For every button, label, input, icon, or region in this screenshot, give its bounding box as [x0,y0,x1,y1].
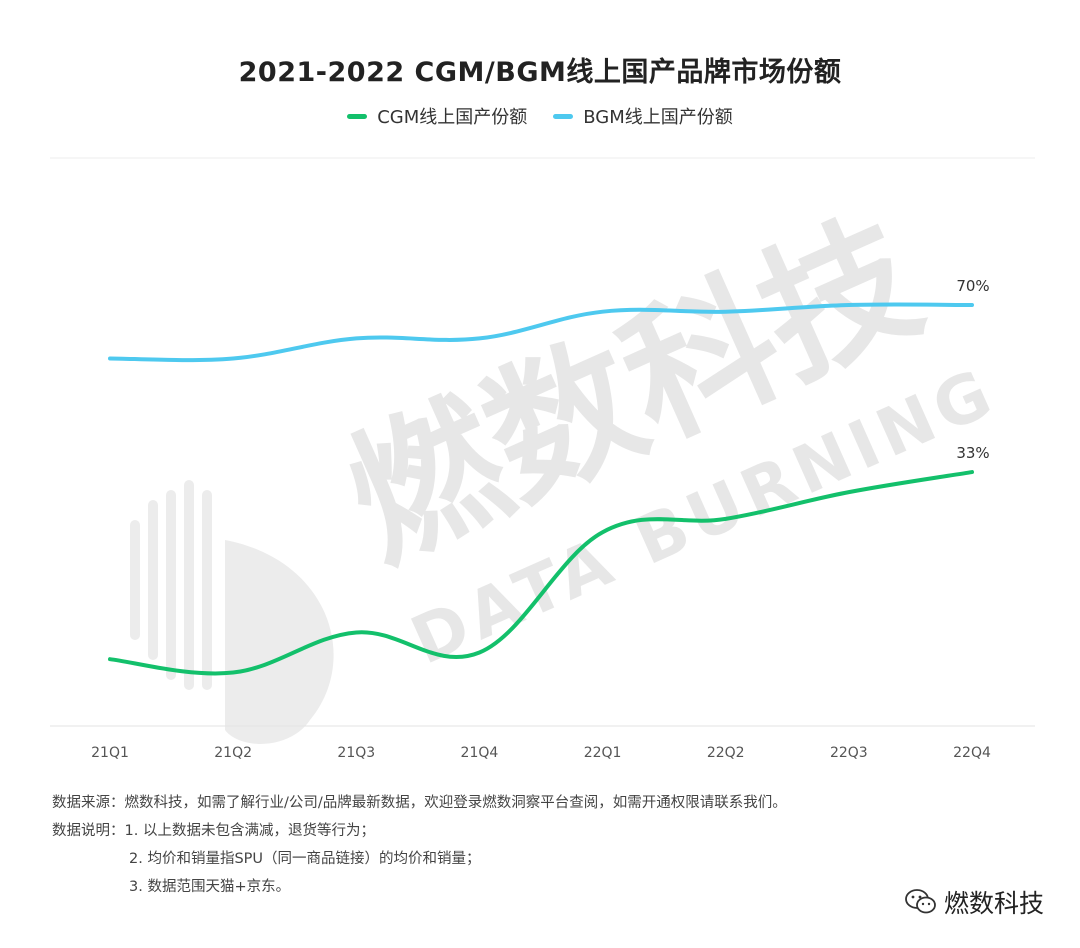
source-note: 数据来源：燃数科技，如需了解行业/公司/品牌最新数据，欢迎登录燃数洞察平台查阅，… [52,795,787,811]
explain-note-1: 数据说明：1. 以上数据未包含满减，退货等行为； [52,824,787,852]
series-line-cgm [108,470,974,676]
legend-swatch-bgm [553,113,574,119]
explain-item-2: 2. 均价和销量指SPU（同一商品链接）的均价和销量； [129,851,481,867]
legend-item-cgm: CGM线上国产份额 [347,103,527,129]
explain-label: 数据说明： [52,823,125,839]
end-label-bgm: 70% [956,277,989,295]
x-tick-22Q1: 22Q1 [584,745,622,761]
x-tick-22Q2: 22Q2 [707,745,745,761]
footnotes: 数据来源：燃数科技，如需了解行业/公司/品牌最新数据，欢迎登录燃数洞察平台查阅，… [52,796,787,908]
series-layer [108,302,974,676]
x-tick-21Q1: 21Q1 [91,745,129,761]
x-tick-22Q3: 22Q3 [830,745,868,761]
chart-title: 2021-2022 CGM/BGM线上国产品牌市场份额 [238,57,842,88]
legend-label-cgm: CGM线上国产份额 [377,107,528,128]
legend-label-bgm: BGM线上国产份额 [583,107,733,128]
wechat-icon [905,889,936,914]
brand-mark: 燃数科技 [904,884,1044,920]
x-tick-21Q3: 21Q3 [337,745,375,761]
legend: CGM线上国产份额 BGM线上国产份额 [0,103,1080,129]
x-tick-labels: 21Q1 21Q2 21Q3 21Q4 22Q1 22Q2 22Q3 22Q4 [91,745,991,761]
legend-swatch-cgm [347,113,368,119]
brand-name: 燃数科技 [943,889,1044,918]
explain-item-1: 1. 以上数据未包含满减，退货等行为； [124,823,375,839]
end-labels: 70% 33% [956,277,989,462]
explain-item-3: 3. 数据范围天猫+京东。 [129,879,291,895]
x-tick-22Q4: 22Q4 [953,745,991,761]
x-tick-21Q2: 21Q2 [214,745,252,761]
x-tick-21Q4: 21Q4 [461,745,499,761]
end-label-cgm: 33% [956,444,989,462]
watermark: 燃数科技 DATA BURNING [130,190,1008,744]
legend-item-bgm: BGM线上国产份额 [553,103,733,129]
series-line-bgm [108,302,974,363]
